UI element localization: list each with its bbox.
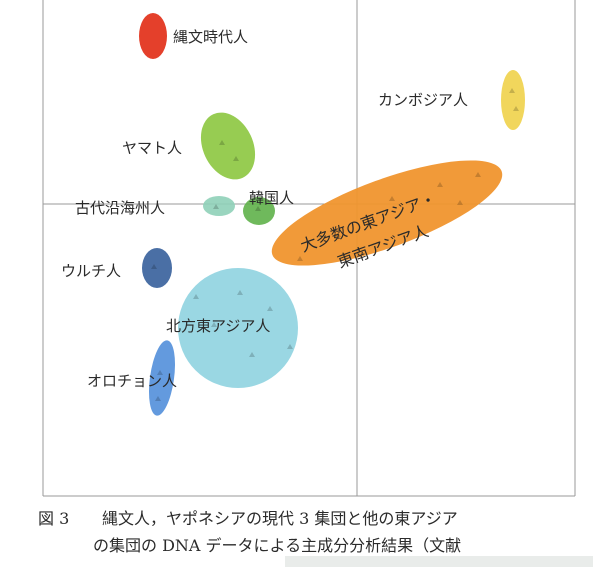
label-yamato: ヤマト人 xyxy=(122,139,182,157)
label-northeast: 北方東アジア人 xyxy=(166,317,270,335)
cluster-yamato xyxy=(200,112,256,180)
sample-marker xyxy=(213,204,219,209)
sample-marker xyxy=(157,370,163,375)
east-asia-ellipse xyxy=(271,160,503,266)
label-kankoku: 韓国人 xyxy=(249,189,294,207)
caption-line-2: の集団の DNA データによる主成分分析結果（文献 xyxy=(93,532,461,559)
oroqen-ellipse xyxy=(148,340,176,416)
jomon-ellipse xyxy=(139,13,167,59)
sample-marker xyxy=(475,172,481,177)
cluster-kodai xyxy=(203,196,235,216)
sample-marker xyxy=(513,106,519,111)
sample-marker xyxy=(211,322,217,327)
kodai-ellipse xyxy=(203,196,235,216)
label-jomon: 縄文時代人 xyxy=(173,28,248,46)
sample-markers xyxy=(151,88,519,401)
yamato-ellipse xyxy=(200,112,256,180)
sample-marker xyxy=(267,306,273,311)
cluster-ulchi xyxy=(142,248,172,288)
sample-marker xyxy=(437,182,443,187)
sample-marker xyxy=(151,264,157,269)
cluster-jomon xyxy=(139,13,167,59)
sample-marker xyxy=(457,200,463,205)
label-ulchi: ウルチ人 xyxy=(61,262,121,280)
sample-marker xyxy=(237,290,243,295)
sample-marker xyxy=(255,206,261,211)
cluster-oroqen xyxy=(148,340,176,416)
caption-line-1: 図 3 縄文人，ヤポネシアの現代 3 集団と他の東アジア xyxy=(38,505,458,532)
sample-marker xyxy=(155,396,161,401)
cluster-cambodia xyxy=(501,70,525,130)
sample-marker xyxy=(219,140,225,145)
sample-marker xyxy=(335,232,341,237)
cluster-northeast xyxy=(178,268,298,388)
sample-marker xyxy=(389,196,395,201)
cambodia-ellipse xyxy=(501,70,525,130)
ulchi-ellipse xyxy=(142,248,172,288)
page-edge-strip xyxy=(285,556,593,567)
kankoku-ellipse xyxy=(243,197,275,225)
sample-marker xyxy=(249,352,255,357)
label-oroqen: オロチョン人 xyxy=(87,372,177,390)
cluster-kankoku xyxy=(243,197,275,225)
caption-text-1: 縄文人，ヤポネシアの現代 3 集団と他の東アジア xyxy=(102,509,458,528)
pca-scatter-plot: 縄文時代人 カンボジア人 ヤマト人 韓国人 古代沿海州人 大多数の東アジア・ 東… xyxy=(42,0,576,497)
cluster-east-asia xyxy=(271,160,503,266)
label-cambodia: カンボジア人 xyxy=(378,91,468,109)
label-kodai: 古代沿海州人 xyxy=(75,199,165,217)
caption-text-2: の集団の DNA データによる主成分分析結果（文献 xyxy=(93,536,462,555)
sample-marker xyxy=(233,156,239,161)
northeast-circle xyxy=(178,268,298,388)
sample-marker xyxy=(193,294,199,299)
sample-marker xyxy=(297,256,303,261)
sample-marker xyxy=(509,88,515,93)
caption-label: 図 3 xyxy=(38,509,70,528)
sample-marker xyxy=(287,344,293,349)
